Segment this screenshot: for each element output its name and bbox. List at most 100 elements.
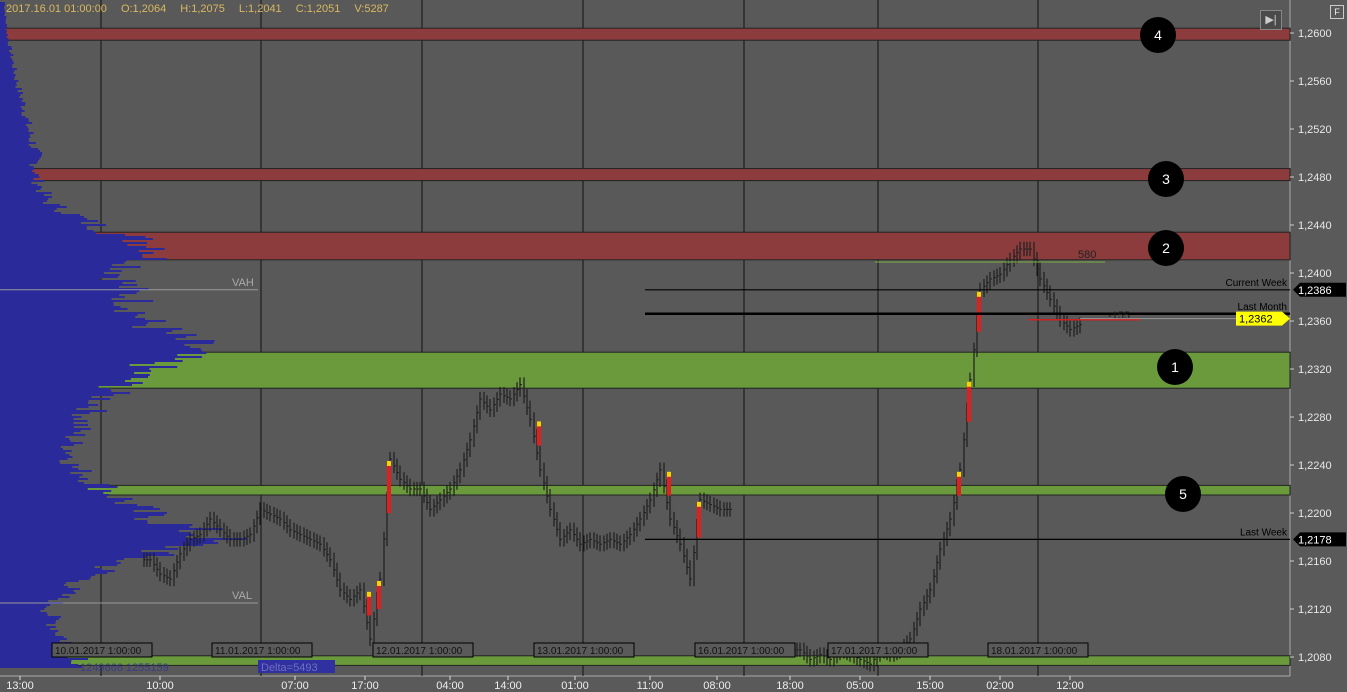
volume-profile-bar <box>0 166 34 168</box>
volume-profile-bar <box>0 322 148 324</box>
volume-profile-bar <box>0 206 67 208</box>
volume-profile-bar <box>0 64 13 66</box>
volume-profile-bar <box>0 646 73 648</box>
volume-profile-bar <box>0 338 176 340</box>
volume-profile-bar <box>0 74 16 76</box>
f-button[interactable]: F <box>1330 5 1344 19</box>
volume-profile-bar <box>0 638 67 640</box>
volume-profile-bar <box>0 524 193 526</box>
volume-profile-bar <box>0 384 132 386</box>
date-label: 17.01.2017 1:00:00 <box>831 646 918 657</box>
volume-profile-bar <box>0 606 47 608</box>
volume-profile-bar <box>0 256 143 258</box>
volume-profile-bar <box>0 482 84 484</box>
volume-profile-bar <box>0 340 215 342</box>
volume-profile-bar <box>0 492 104 494</box>
volume-profile-bar <box>0 654 80 656</box>
date-label-box <box>827 642 929 658</box>
volume-profile-bar <box>0 534 194 536</box>
volume-profile-bar <box>0 84 17 86</box>
x-tick-label: 18:00 <box>776 680 804 692</box>
volume-profile-bar <box>0 218 88 220</box>
volume-profile-bar <box>0 478 88 480</box>
volume-profile-bar <box>0 172 35 174</box>
volume-profile-bar <box>0 254 143 256</box>
current-price-text: 1,2362 <box>1239 314 1273 326</box>
volume-profile-bar <box>0 160 38 162</box>
volume-profile-bar <box>0 494 109 496</box>
volume-cluster-red <box>667 475 671 496</box>
volume-profile-bar <box>0 92 24 94</box>
volume-profile-bar <box>0 44 8 46</box>
volume-profile-bar <box>0 496 107 498</box>
volume-profile-bar <box>0 560 117 562</box>
volume-profile-bar <box>0 232 96 234</box>
volume-profile-bar <box>0 94 21 96</box>
volume-profile-bar <box>0 178 34 180</box>
volume-profile-bar <box>0 148 39 150</box>
zone-marker-label: 4 <box>1154 27 1162 43</box>
volume-profile-bar <box>0 288 149 290</box>
volume-profile-bar <box>0 504 138 506</box>
volume-profile-bar <box>0 580 79 582</box>
volume-profile-bar <box>0 452 66 454</box>
volume-profile-bar <box>0 270 122 272</box>
volume-profile-bar <box>0 414 72 416</box>
volume-cluster-yellow <box>537 421 541 427</box>
volume-profile-bar <box>0 480 78 482</box>
volume-profile-bar <box>0 388 111 390</box>
volume-profile-bar <box>0 308 128 310</box>
volume-profile-bar <box>0 464 79 466</box>
volume-profile-bar <box>0 366 178 368</box>
volume-profile-bar <box>0 582 66 584</box>
volume-profile-bar <box>0 570 115 572</box>
volume-profile-bar <box>0 514 165 516</box>
volume-profile-bar <box>0 416 82 418</box>
zone-4 <box>0 27 1291 41</box>
volume-profile-bar <box>0 344 185 346</box>
delta-text: Delta=5493 <box>261 662 318 674</box>
volume-profile-bar <box>0 508 160 510</box>
volume-profile-bar <box>0 112 22 114</box>
volume-profile-bar <box>0 258 167 260</box>
volume-profile-bar <box>0 10 5 12</box>
volume-profile-bar <box>0 346 191 348</box>
volume-profile-bar <box>0 446 61 448</box>
volume-profile-bar <box>0 228 87 230</box>
volume-cluster-red <box>537 425 541 446</box>
zone-marker-1 <box>1157 349 1193 385</box>
volume-cluster-yellow <box>957 471 961 477</box>
volume-profile-bar <box>0 522 148 524</box>
volume-profile-bar <box>0 14 5 16</box>
volume-profile-bar <box>0 472 71 474</box>
volume-profile-bar <box>0 4 5 6</box>
zone-1 <box>0 351 1291 389</box>
volume-profile-bar <box>0 124 27 126</box>
volume-profile-bar <box>0 576 92 578</box>
volume-profile-bar <box>0 660 72 662</box>
volume-profile-bar <box>0 196 53 198</box>
volume-profile-bar <box>0 372 135 374</box>
zone-marker-5 <box>1165 476 1201 512</box>
volume-profile-bar <box>0 616 61 618</box>
volume-profile-bar <box>0 240 123 242</box>
volume-profile-bar <box>0 68 17 70</box>
volume-profile-bar <box>0 368 150 370</box>
volume-profile-bar <box>0 618 59 620</box>
x-tick-label: 14:00 <box>494 680 522 692</box>
x-tick-label: 08:00 <box>703 680 731 692</box>
scroll-to-end-button[interactable]: ▶| <box>1260 10 1282 30</box>
volume-profile-bar <box>0 656 68 658</box>
volume-profile-bar <box>0 456 73 458</box>
volume-profile-bar <box>0 468 79 470</box>
volume-profile-bar <box>0 390 112 392</box>
zone-marker-label: 5 <box>1179 486 1187 502</box>
volume-profile-bar <box>0 34 8 36</box>
volume-profile-bar <box>0 360 183 362</box>
volume-profile-bar <box>0 180 45 182</box>
volume-cluster-red <box>697 505 701 538</box>
volume-profile-bar <box>0 284 138 286</box>
volume-profile-bar <box>0 518 135 520</box>
volume-profile-bar <box>0 38 9 40</box>
